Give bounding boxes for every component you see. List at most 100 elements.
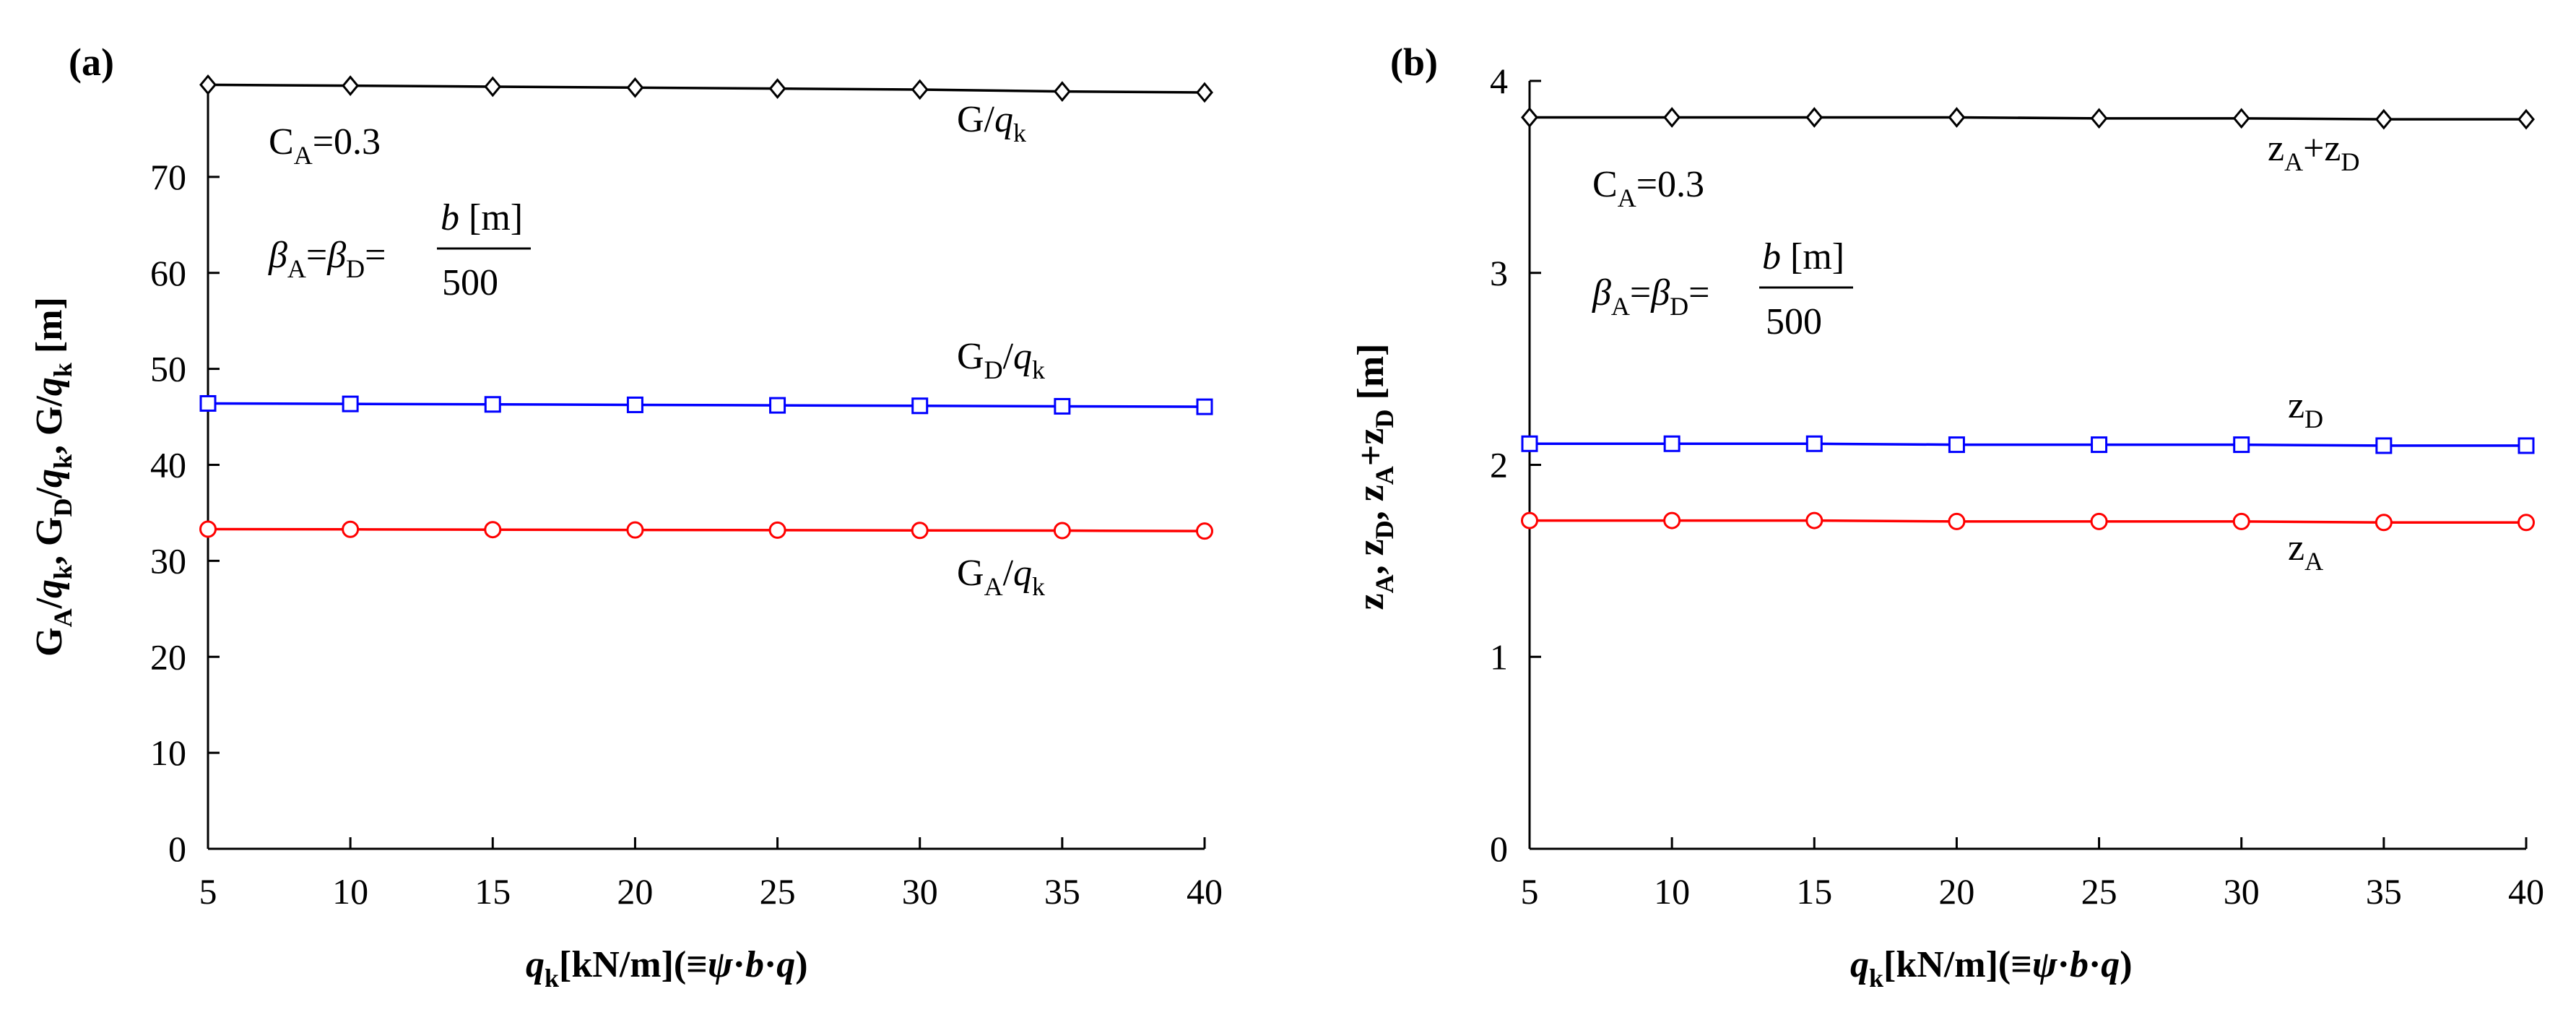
panel-a-x-tick-label: 30 xyxy=(902,871,938,912)
panel-a-x-tick-label: 20 xyxy=(617,871,653,912)
panel-a-x-tick-label: 35 xyxy=(1044,871,1080,912)
panel-b-data-point-square xyxy=(2091,436,2108,454)
panel-b-data-point-square xyxy=(1521,435,1538,452)
panel-a-data-point-square xyxy=(342,395,359,412)
panel-a-x-tick-label: 15 xyxy=(474,871,511,912)
panel-b-series-label-za: zA xyxy=(2288,527,2323,576)
panel-b-data-point-square xyxy=(2518,437,2535,454)
panel-a-fraction-numerator: b [m] xyxy=(441,197,523,238)
panel-a-series-label-g: G/qk xyxy=(957,99,1026,147)
panel-b-beta-annotation: βA=βD= xyxy=(1592,272,1709,321)
panel-b-x-tick-label: 20 xyxy=(1938,871,1974,912)
panel-b-fraction-denominator: 500 xyxy=(1766,301,1822,342)
panel-a-y-tick-label: 40 xyxy=(150,445,186,485)
panel-b-x-tick-label: 35 xyxy=(2366,871,2402,912)
panel-a-label: (a) xyxy=(69,40,114,84)
panel-a-data-point-square xyxy=(911,397,929,415)
panel-b-series-line-diamond xyxy=(1530,116,2526,121)
panel-b-data-point-diamond xyxy=(2232,108,2250,129)
panel-b-y-tick-label: 2 xyxy=(1490,445,1508,485)
panel-a-x-tick-label: 25 xyxy=(760,871,796,912)
panel-a-data-point-diamond xyxy=(342,75,360,96)
panel-a-data-point-diamond xyxy=(626,77,644,98)
panel-b-data-point-square xyxy=(2375,437,2393,454)
panel-b-x-tick-label: 30 xyxy=(2224,871,2260,912)
panel-b-fraction-numerator: b [m] xyxy=(1762,236,1844,277)
panel-b-ca-annotation: CA=0.3 xyxy=(1592,164,1704,212)
panel-a-data-point-circle xyxy=(484,521,502,539)
panel-b: (b) 5 10 15 20 25 30 35 40 0 1 2 3 4 CA=0.3 βA=βD= b… xyxy=(1350,40,2544,993)
panel-b-data-point-diamond xyxy=(1521,107,1538,128)
panel-a-data-point-circle xyxy=(342,520,360,538)
panel-b-data-point-square xyxy=(1663,435,1681,452)
panel-a-y-axis-label: GA/qk, GD/qk, G/qk [m] xyxy=(29,297,77,657)
panel-b-data-point-circle xyxy=(2232,512,2250,530)
panel-b-data-point-circle xyxy=(2090,512,2108,530)
panel-a-data-point-square xyxy=(769,397,786,414)
panel-a-data-point-circle xyxy=(911,522,929,540)
panel-b-data-point-diamond xyxy=(1948,107,1966,128)
panel-b-data-point-diamond xyxy=(2375,108,2393,130)
panel-a-x-axis-label: qk[kN/m](≡ψ·b·q) xyxy=(526,944,808,993)
panel-b-x-tick-label: 5 xyxy=(1521,871,1539,912)
panel-a-y-tick-label: 30 xyxy=(150,540,186,581)
panel-a-data-point-square xyxy=(626,396,643,413)
panel-a-beta-annotation: βA=βD= xyxy=(268,235,386,283)
panel-b-data-point-circle xyxy=(1663,511,1681,530)
panel-a-data-point-square xyxy=(199,394,217,412)
panel-a-series-line-square xyxy=(207,402,1205,408)
panel-b-series-label-za-zd: zA+zD xyxy=(2268,128,2360,176)
panel-a-data-point-diamond xyxy=(1196,82,1213,103)
panel-a-series-line-circle xyxy=(207,527,1205,532)
panel-a-series-label-gd: GD/qk xyxy=(957,336,1045,384)
panel-a-data-point-diamond xyxy=(911,79,929,100)
panel-b-series-line-circle xyxy=(1530,519,2526,524)
panel-a-x-tick-label: 40 xyxy=(1187,871,1223,912)
panel-b-x-axis-label: qk[kN/m](≡ψ·b·q) xyxy=(1850,944,2133,993)
panel-b-data-point-circle xyxy=(1948,512,1966,530)
panel-a-x-tick-label: 10 xyxy=(332,871,368,912)
panel-a-plot-area: 5 10 15 20 25 30 35 40 0 10 20 30 40 50 60 70 xyxy=(150,74,1223,912)
panel-a-data-point-diamond xyxy=(199,74,217,95)
panel-b-data-point-circle xyxy=(1521,511,1538,530)
panel-b-plot-area: 5 10 15 20 25 30 35 40 0 1 2 3 4 xyxy=(1490,61,2544,912)
panel-b-x-tick-label: 40 xyxy=(2508,871,2544,912)
panel-b-y-tick-label: 1 xyxy=(1490,636,1508,677)
panel-b-data-point-diamond xyxy=(2518,108,2535,130)
panel-a-series-line-diamond xyxy=(207,83,1205,94)
panel-a-data-point-square xyxy=(484,396,501,413)
panel-a-data-point-diamond xyxy=(1053,81,1071,102)
panel-b-y-tick-label: 3 xyxy=(1490,253,1508,293)
panel-b-y-tick-label: 0 xyxy=(1490,829,1508,869)
panel-a: (a) 5 10 15 20 25 30 35 40 0 10 20 30 40 50 60 70 CA=0.… xyxy=(29,40,1223,993)
panel-b-y-tick-label: 4 xyxy=(1490,61,1508,101)
panel-b-x-tick-label: 10 xyxy=(1654,871,1690,912)
panel-a-fraction-denominator: 500 xyxy=(442,262,498,303)
panel-b-data-point-diamond xyxy=(2090,108,2108,129)
panel-b-x-tick-label: 25 xyxy=(2081,871,2117,912)
panel-b-series-label-zd: zD xyxy=(2288,385,2323,433)
panel-b-data-point-square xyxy=(1948,436,1965,454)
panel-b-data-point-circle xyxy=(2375,514,2393,532)
panel-a-y-tick-label: 0 xyxy=(168,829,186,869)
panel-a-data-point-circle xyxy=(199,520,217,538)
panel-b-data-point-circle xyxy=(2518,514,2535,532)
panel-a-ca-annotation: CA=0.3 xyxy=(269,121,381,170)
panel-b-series-line-square xyxy=(1530,442,2526,447)
panel-a-data-point-circle xyxy=(1196,522,1213,540)
panel-b-y-axis-label: zA, zD, zA+zD [m] xyxy=(1350,344,1399,610)
panel-a-data-point-circle xyxy=(768,521,786,539)
panel-a-y-tick-label: 10 xyxy=(150,732,186,773)
panel-b-data-point-diamond xyxy=(1805,107,1823,128)
panel-a-data-point-square xyxy=(1196,398,1213,415)
panel-b-data-point-circle xyxy=(1805,511,1823,530)
panel-a-series-label-ga: GA/qk xyxy=(957,553,1045,601)
panel-b-x-tick-label: 15 xyxy=(1796,871,1832,912)
panel-b-data-point-diamond xyxy=(1663,107,1681,128)
panel-a-y-tick-label: 20 xyxy=(150,636,186,677)
panel-a-data-point-square xyxy=(1054,397,1071,415)
panel-a-data-point-circle xyxy=(626,521,644,539)
panel-a-data-point-circle xyxy=(1053,522,1071,540)
panel-a-y-tick-label: 60 xyxy=(150,253,186,293)
